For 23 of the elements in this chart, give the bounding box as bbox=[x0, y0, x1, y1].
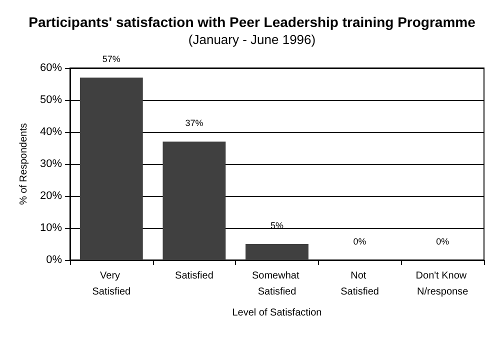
x-tick-label: Satisfied bbox=[175, 270, 214, 282]
data-label: 57% bbox=[102, 54, 120, 64]
y-tick-label: 60% bbox=[40, 62, 62, 74]
y-axis-title: % of Respondents bbox=[18, 123, 30, 205]
y-tick-label: 30% bbox=[40, 158, 62, 170]
y-tick-label: 10% bbox=[40, 222, 62, 234]
chart-title: Participants' satisfaction with Peer Leadership training Programme bbox=[28, 14, 476, 30]
y-tick-label: 40% bbox=[40, 126, 62, 138]
bar bbox=[80, 78, 143, 260]
x-tick-label: Very Satisfied bbox=[92, 270, 131, 298]
data-label: 0% bbox=[353, 236, 366, 246]
x-tick-label: Somewhat Satisfied bbox=[252, 270, 302, 298]
chart-subtitle: (January - June 1996) bbox=[188, 32, 316, 47]
y-tick-label: 20% bbox=[40, 190, 62, 202]
x-axis-title: Level of Satisfaction bbox=[232, 308, 322, 318]
x-tick-label: Not Satisfied bbox=[340, 270, 379, 298]
bar bbox=[246, 244, 308, 260]
x-tick-label: Don't Know N/response bbox=[416, 270, 470, 298]
bar bbox=[162, 142, 226, 260]
y-tick-label: 50% bbox=[40, 94, 62, 106]
data-label: 37% bbox=[185, 118, 204, 128]
y-tick-label: 0% bbox=[46, 254, 62, 266]
data-label: 0% bbox=[436, 236, 450, 246]
